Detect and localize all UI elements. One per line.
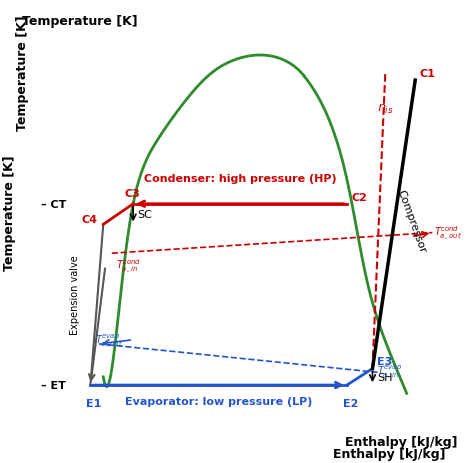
Text: Enthalpy [kJ/kg]: Enthalpy [kJ/kg] [346, 435, 458, 448]
Text: $T_{a,\,in}^{evap}$: $T_{a,\,in}^{evap}$ [377, 362, 402, 380]
Text: – CT: – CT [41, 200, 67, 209]
Text: C1: C1 [419, 69, 435, 79]
Text: – ET: – ET [41, 380, 66, 390]
Text: SC: SC [137, 210, 152, 219]
Text: Compressor: Compressor [395, 188, 427, 254]
Text: E3: E3 [377, 357, 392, 367]
Text: Condenser: high pressure (HP): Condenser: high pressure (HP) [144, 174, 337, 184]
Text: $T_{a,\,out}^{evap}$: $T_{a,\,out}^{evap}$ [95, 331, 123, 349]
Text: C3: C3 [125, 188, 140, 198]
Text: Temperature [K]: Temperature [K] [16, 15, 28, 131]
Text: $T_{a,\,out}^{cond}$: $T_{a,\,out}^{cond}$ [435, 224, 463, 242]
Text: E2: E2 [343, 398, 358, 408]
Text: SH: SH [377, 372, 392, 382]
Text: Temperature [K]: Temperature [K] [3, 155, 16, 270]
Text: C4: C4 [82, 215, 98, 225]
Text: $T_{a,\,in}^{cond}$: $T_{a,\,in}^{cond}$ [116, 257, 141, 275]
Text: C2: C2 [351, 192, 367, 202]
Text: $\eta_{is}$: $\eta_{is}$ [377, 101, 394, 115]
Text: Expension valve: Expension valve [71, 255, 81, 335]
Text: Temperature [K]: Temperature [K] [22, 15, 137, 28]
Text: Evaporator: low pressure (LP): Evaporator: low pressure (LP) [125, 396, 312, 406]
Text: Enthalpy [kJ/kg]: Enthalpy [kJ/kg] [333, 447, 445, 460]
Text: E1: E1 [86, 398, 101, 408]
